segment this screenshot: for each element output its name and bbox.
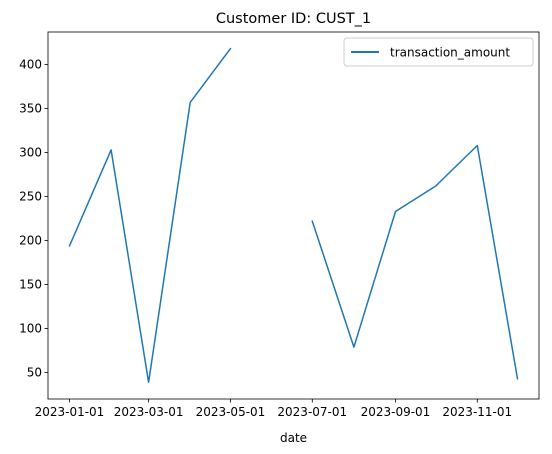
y-tick-label: 50 xyxy=(27,366,42,380)
x-tick-label: 2023-03-01 xyxy=(114,405,184,419)
y-tick-label: 350 xyxy=(19,102,42,116)
y-tick-label: 250 xyxy=(19,190,42,204)
y-tick-label: 400 xyxy=(19,58,42,72)
series-line-segment xyxy=(68,47,232,384)
y-tick-label: 100 xyxy=(19,322,42,336)
chart-title: Customer ID: CUST_1 xyxy=(216,11,371,27)
x-axis-title: date xyxy=(280,431,307,445)
x-tick-label: 2023-09-01 xyxy=(361,405,431,419)
y-tick-label: 200 xyxy=(19,234,42,248)
y-tick-label: 150 xyxy=(19,278,42,292)
series-lines xyxy=(68,47,519,384)
plot-area xyxy=(47,31,540,400)
legend-box xyxy=(343,37,534,67)
y-axis: 50 100 150 200 250 300 350 400 xyxy=(19,58,48,380)
y-tick-label: 300 xyxy=(19,146,42,160)
x-tick-label: 2023-07-01 xyxy=(277,405,347,419)
legend: transaction_amount xyxy=(343,37,534,67)
series-line-segment xyxy=(311,144,519,380)
x-axis: 2023-01-01 2023-03-01 2023-05-01 2023-07-01… xyxy=(35,399,512,419)
x-tick-label: 2023-05-01 xyxy=(196,405,266,419)
x-tick-label: 2023-11-01 xyxy=(442,405,512,419)
legend-label: transaction_amount xyxy=(390,46,510,60)
x-tick-label: 2023-01-01 xyxy=(35,405,105,419)
